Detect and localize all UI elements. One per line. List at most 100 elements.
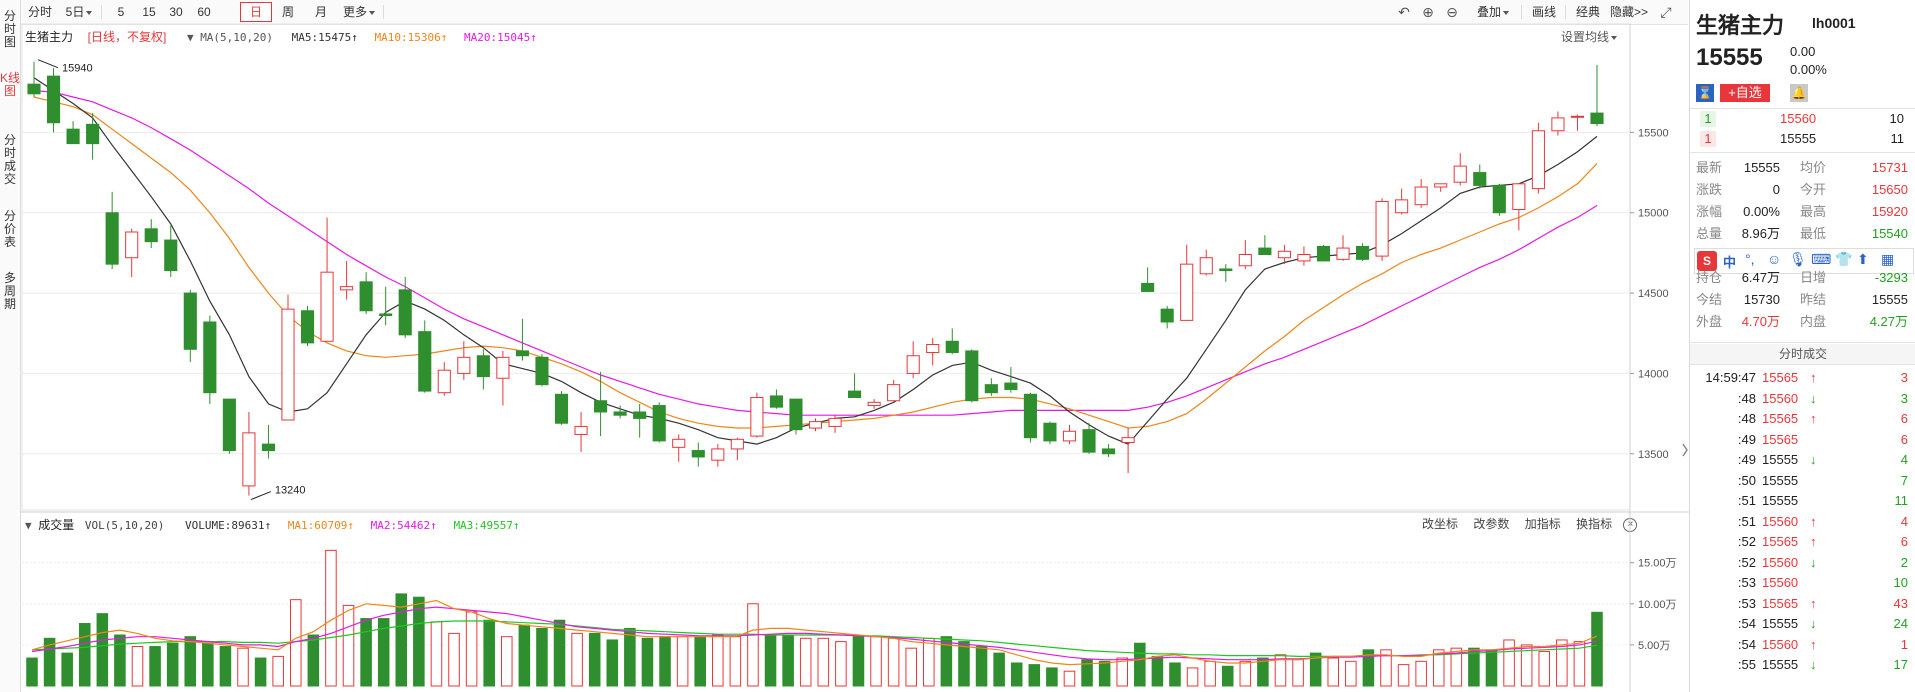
low-arrow-line <box>250 491 272 501</box>
add-watchlist-button[interactable]: +自选 <box>1720 84 1770 102</box>
candle-body <box>535 356 549 386</box>
candle-body <box>594 400 608 413</box>
punctuation-icon[interactable]: °, <box>1745 251 1755 267</box>
candle-body <box>1512 183 1526 211</box>
draw-line-button[interactable]: 画线 <box>1531 5 1556 19</box>
period-60min[interactable]: 60 <box>197 5 211 19</box>
divider <box>101 5 102 19</box>
period-5min[interactable]: 5 <box>117 5 125 19</box>
candle-body <box>1414 186 1428 206</box>
volume-bar <box>202 642 214 687</box>
trade-direction: ↑ <box>1810 370 1817 385</box>
kline-legend: 生猪主力 [日线，不复权] ▼ MA(5,10,20) MA5:15475↑ M… <box>25 28 537 45</box>
skin-icon[interactable]: 👕 <box>1835 251 1853 267</box>
kline-chart[interactable]: 15940 13240 15500 15000 14500 14000 13500 15.0… <box>0 0 1689 692</box>
alert-bell-icon[interactable]: 🔔 <box>1790 84 1808 102</box>
volume-bar <box>61 652 73 687</box>
price-frame <box>21 23 1631 511</box>
emoji-icon[interactable]: ☺ <box>1767 251 1782 267</box>
grid-menu-icon[interactable]: ▦ <box>1881 251 1895 267</box>
period-more[interactable]: 更多 <box>341 2 377 22</box>
volume-bar <box>26 657 38 687</box>
stat-value: 4.70万 <box>1741 314 1780 329</box>
sogou-logo-icon[interactable]: S <box>1697 251 1717 271</box>
keyboard-icon[interactable]: ⌨ <box>1811 251 1832 267</box>
volume-bar <box>1046 667 1058 687</box>
ma5-value: MA5:15475↑ <box>291 31 358 44</box>
tab-price-table[interactable]: 分价表 <box>0 210 20 249</box>
period-intraday[interactable]: 分时 <box>27 5 52 19</box>
vol-ma2-line <box>31 606 1598 661</box>
trade-row: :48 15560 ↓ 3 <box>1690 389 1915 409</box>
volume-bar <box>782 634 794 687</box>
volume-bar <box>1327 657 1340 687</box>
trade-direction: ↑ <box>1810 513 1817 529</box>
volume-title: 成交量 <box>38 518 75 532</box>
shirt-icon[interactable]: ⬆ <box>1857 251 1869 267</box>
hide-panel-button[interactable]: 隐藏>> <box>1609 5 1649 19</box>
period-month[interactable]: 月 <box>314 5 327 19</box>
tab-kline[interactable]: K线图 <box>0 72 20 98</box>
volume-bar <box>483 619 495 687</box>
y-tick-label: 15000 <box>1638 208 1669 220</box>
tab-multi-period[interactable]: 多周期 <box>0 272 20 311</box>
period-30min[interactable]: 30 <box>169 5 183 19</box>
ma20-line <box>33 90 1598 416</box>
volume-bar <box>1468 647 1480 687</box>
candle-body <box>554 393 569 424</box>
ma-settings-button[interactable]: 设置均线 <box>1561 28 1618 45</box>
period-5day[interactable]: 5日 <box>61 2 97 22</box>
zoom-in-icon[interactable]: ⊕ <box>1422 4 1434 20</box>
candle-body <box>457 356 471 374</box>
add-indicator-button[interactable]: 加指标 <box>1524 517 1561 531</box>
trade-direction: ↑ <box>1810 636 1817 652</box>
stat-value: 15731 <box>1871 160 1908 175</box>
hourglass-icon[interactable]: ⌛ <box>1696 84 1714 102</box>
period-week[interactable]: 周 <box>281 5 294 19</box>
ma-dropdown[interactable]: ▼ MA(5,10,20) <box>186 31 274 44</box>
tab-intraday[interactable]: 分时图 <box>0 10 20 49</box>
candle-body <box>1355 245 1370 260</box>
trade-row: :48 15565 ↑ 6 <box>1690 409 1915 429</box>
candle-body <box>1551 117 1565 132</box>
trade-direction: ↓ <box>1810 616 1817 631</box>
trade-volume: 43 <box>1893 595 1908 611</box>
trade-time: :53 <box>1737 575 1756 590</box>
period-15min[interactable]: 15 <box>142 5 156 19</box>
candle-body <box>242 432 256 487</box>
volume-bar <box>887 637 900 687</box>
trade-price: 15560 <box>1762 390 1799 406</box>
volume-dropdown-icon[interactable]: ▼ <box>25 519 32 532</box>
ime-mode[interactable]: 中 <box>1723 255 1737 270</box>
candle-body <box>1043 422 1057 442</box>
candles <box>27 61 1604 496</box>
fullscreen-icon[interactable]: ⤢ <box>1660 4 1672 20</box>
switch-indicator-button[interactable]: 换指标 <box>1576 517 1613 531</box>
overlay-menu[interactable]: 叠加 <box>1473 2 1513 22</box>
divider <box>1690 342 1915 343</box>
volume-bar <box>1028 664 1041 687</box>
trade-time: :52 <box>1737 554 1756 570</box>
candle-body <box>105 212 119 265</box>
classic-button[interactable]: 经典 <box>1575 5 1600 19</box>
volume-bar <box>588 632 601 687</box>
volume-bar <box>676 636 689 687</box>
microphone-icon[interactable]: 🎙 <box>1789 251 1807 267</box>
candle-body <box>1160 308 1174 323</box>
trade-price: 15555 <box>1762 657 1799 672</box>
trade-volume: 6 <box>1900 411 1908 426</box>
volume-bar <box>1257 657 1269 687</box>
tab-trades[interactable]: 分时成交 <box>0 134 20 186</box>
collapse-panel-handle[interactable] <box>1681 430 1689 470</box>
period-day[interactable]: 日 <box>240 2 272 22</box>
change-axis-button[interactable]: 改坐标 <box>1422 517 1459 531</box>
vol-ma3-line <box>31 620 1598 658</box>
change-params-button[interactable]: 改参数 <box>1473 517 1510 531</box>
zoom-out-icon[interactable]: ⊖ <box>1446 4 1458 20</box>
trade-row: :49 15555 ↓ 4 <box>1690 450 1915 470</box>
undo-icon[interactable]: ↶ <box>1398 4 1410 20</box>
volume-bar <box>1380 649 1392 687</box>
volume-bar <box>166 642 179 687</box>
volume-bar <box>1573 641 1586 687</box>
volume-bar <box>465 611 478 687</box>
